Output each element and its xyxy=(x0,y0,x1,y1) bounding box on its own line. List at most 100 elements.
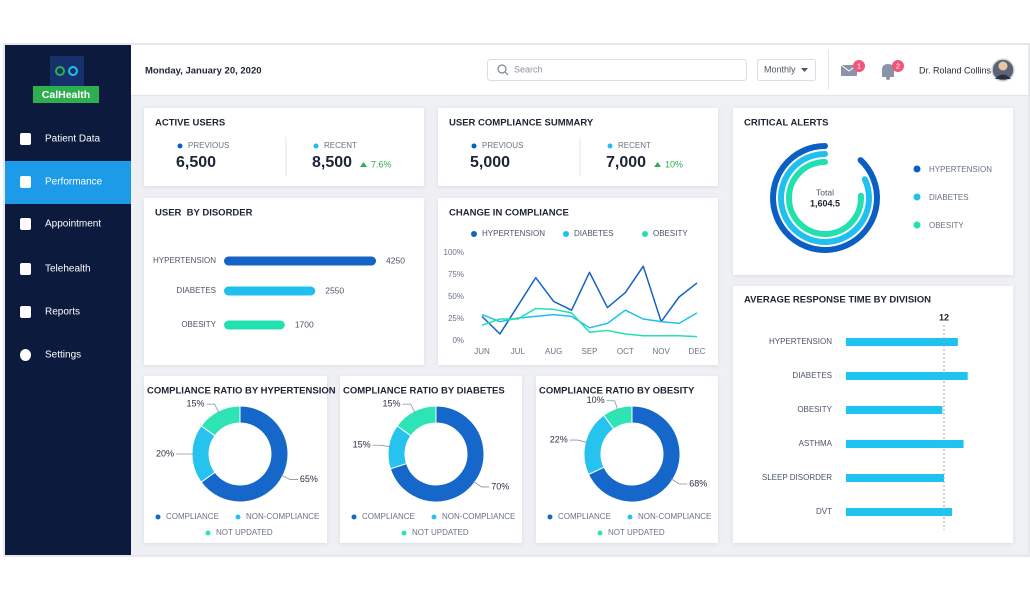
nav-label: Settings xyxy=(45,350,81,361)
donut-segment xyxy=(587,405,681,503)
nav-label: Reports xyxy=(45,307,80,318)
card-ratio xyxy=(340,376,522,543)
trend-up-icon xyxy=(360,162,368,167)
bell-icon xyxy=(886,76,890,80)
bar xyxy=(846,440,964,448)
user-name: Dr. Roland Collins xyxy=(919,65,992,75)
legend-dot xyxy=(547,514,553,520)
nav-icon xyxy=(20,133,31,145)
y-tick-label: 100% xyxy=(444,248,464,257)
stat-label: RECENT xyxy=(324,141,357,150)
period-label: Monthly xyxy=(764,64,796,74)
stat-label: PREVIOUS xyxy=(188,141,229,150)
data-label: 70% xyxy=(491,481,509,491)
legend-dot xyxy=(351,514,357,520)
bar xyxy=(846,372,968,380)
card-ratio xyxy=(536,376,718,543)
user-avatar xyxy=(995,74,1011,79)
legend-dot xyxy=(627,514,633,520)
nav-label: Performance xyxy=(45,177,103,188)
card-title: USER COMPLIANCE SUMMARY xyxy=(449,118,594,129)
y-tick-label: 25% xyxy=(448,314,464,323)
alert-ring xyxy=(778,151,872,245)
legend-label: NOT UPDATED xyxy=(412,528,469,537)
card-title: COMPLIANCE RATIO BY HYPERTENSION xyxy=(147,386,336,397)
legend-dot xyxy=(913,221,921,229)
legend-label: COMPLIANCE xyxy=(362,512,415,521)
leader-line xyxy=(472,480,490,488)
y-tick-label: 0% xyxy=(452,336,464,345)
stat-label: RECENT xyxy=(618,141,651,150)
bell-icon[interactable] xyxy=(882,64,894,77)
legend-dot xyxy=(235,514,241,520)
x-tick-label: DEC xyxy=(689,347,706,356)
x-tick-label: SEP xyxy=(581,347,597,356)
bar xyxy=(224,286,316,296)
logo-badge xyxy=(33,86,99,103)
legend-label: HYPERTENSION xyxy=(929,165,992,174)
period-dropdown[interactable] xyxy=(757,59,816,81)
legend-label: NON-COMPLIANCE xyxy=(638,512,711,521)
x-tick-label: JUL xyxy=(511,347,526,356)
stat-value: 5,000 xyxy=(470,154,510,171)
line-series xyxy=(481,307,698,338)
x-tick-label: JUN xyxy=(474,347,490,356)
search-placeholder: Search xyxy=(514,64,543,74)
legend-dot xyxy=(607,143,613,149)
ring-total-label: Total xyxy=(816,187,834,197)
donut-segment xyxy=(200,405,241,437)
bar xyxy=(224,256,377,266)
leader-line xyxy=(606,400,619,411)
legend-dot xyxy=(177,143,183,149)
data-label: 15% xyxy=(383,398,401,408)
logo-text: CalHealth xyxy=(42,89,90,101)
legend-dot xyxy=(205,530,211,536)
nav-label: Appointment xyxy=(45,219,101,230)
x-tick-label: AUG xyxy=(545,347,562,356)
bar xyxy=(846,474,944,482)
bar-value: 2550 xyxy=(325,285,344,295)
legend-dot xyxy=(913,193,921,201)
reference-label: 12 xyxy=(939,312,949,322)
bar-label: HYPERTENSION xyxy=(769,337,832,346)
data-label: 20% xyxy=(156,448,174,458)
data-label: 65% xyxy=(300,474,318,484)
card-ratio xyxy=(144,376,327,543)
y-tick-label: 75% xyxy=(448,270,464,279)
donut-segment xyxy=(603,405,633,430)
donut-segment xyxy=(200,405,289,503)
bar-label: ASTHMA xyxy=(799,439,833,448)
stat-value: 8,500 xyxy=(312,154,352,171)
stat-change: 10% xyxy=(665,159,683,169)
nav-icon xyxy=(20,176,31,188)
legend-dot xyxy=(563,231,569,237)
bar xyxy=(846,338,958,346)
donut-segment xyxy=(396,405,437,437)
legend-dot xyxy=(471,231,477,237)
legend-dot xyxy=(313,143,319,149)
card-compliance-summary xyxy=(438,108,718,186)
nav-icon xyxy=(20,218,31,230)
search-box[interactable] xyxy=(487,59,747,81)
stat-change: 7.6% xyxy=(371,159,392,169)
data-label: 10% xyxy=(587,395,605,405)
card-active-users xyxy=(144,108,424,186)
card-title: USER BY DISORDER xyxy=(155,208,253,219)
legend-label: COMPLIANCE xyxy=(558,512,611,521)
x-tick-label: OCT xyxy=(617,347,634,356)
bar-label: SLEEP DISORDER xyxy=(762,473,832,482)
data-label: 15% xyxy=(187,398,205,408)
legend-dot xyxy=(471,143,477,149)
bar-label: DVT xyxy=(816,507,832,516)
nav-label: Telehealth xyxy=(45,264,91,275)
legend-dot xyxy=(642,231,648,237)
nav-icon xyxy=(20,349,31,361)
nav-icon xyxy=(20,263,31,275)
bar-label: DIABETES xyxy=(792,371,832,380)
bar xyxy=(224,320,285,330)
card-title: CHANGE IN COMPLIANCE xyxy=(449,208,569,219)
search-icon xyxy=(504,71,509,76)
line-series xyxy=(481,309,698,329)
bell-badge-count: 2 xyxy=(896,61,900,70)
leader-line xyxy=(280,474,298,480)
